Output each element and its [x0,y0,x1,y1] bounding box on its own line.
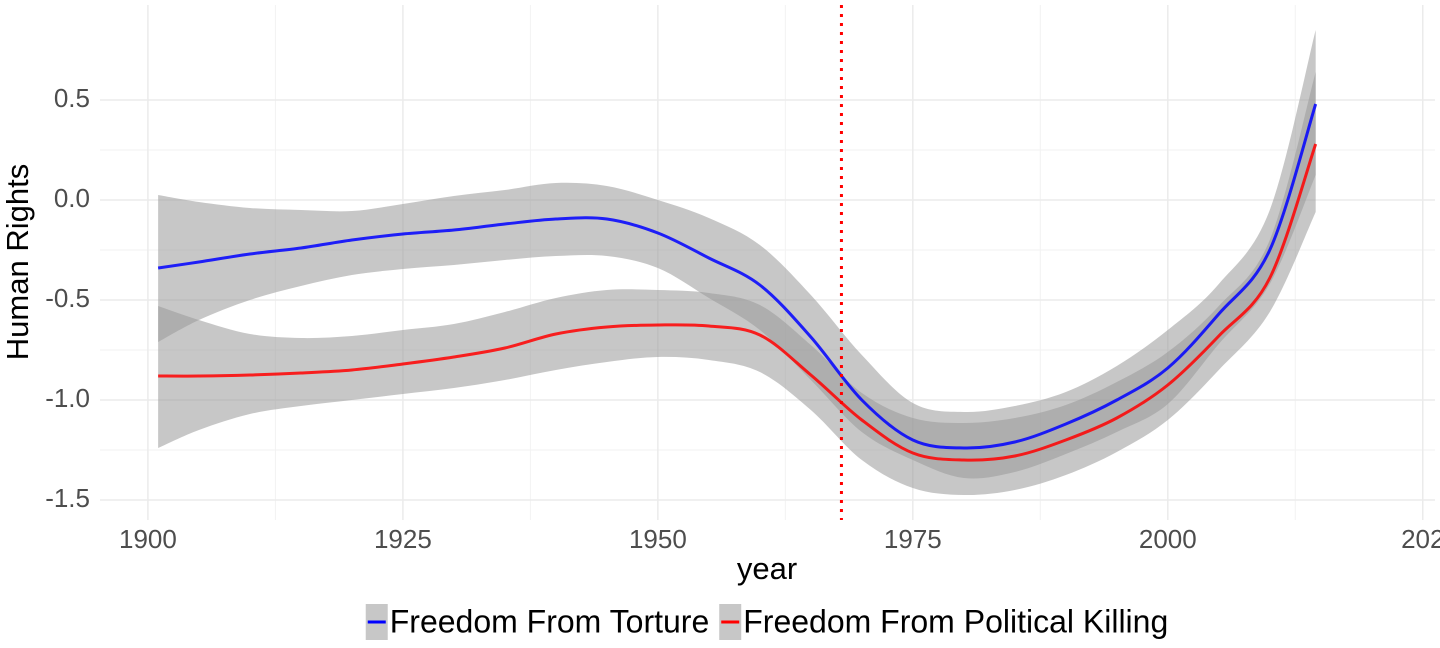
x-tick-label: 1900 [119,524,177,554]
x-tick-label: 2000 [1139,524,1197,554]
y-tick-label: -1.0 [45,383,90,413]
y-tick-label: -1.5 [45,483,90,513]
x-axis-title: year [737,551,797,586]
legend: Freedom From Torture Freedom From Politic… [365,603,1168,640]
line [158,143,1318,462]
y-tick-label: -0.5 [45,283,90,313]
legend-label: Freedom From Political Killing [743,603,1168,639]
x-tick-label: 1975 [884,524,942,554]
line [157,103,1318,450]
y-tick-label: 0.0 [54,183,90,213]
y-tick-label: 0.5 [54,83,90,113]
confidence-band [158,30,1316,479]
x-tick-label: 1950 [629,524,687,554]
y-axis-title: Human Rights [0,164,35,360]
legend-label: Freedom From Torture [390,603,710,639]
x-tick-label: 1925 [374,524,432,554]
grid [100,5,1435,520]
x-tick-label: 202 [1401,524,1440,554]
